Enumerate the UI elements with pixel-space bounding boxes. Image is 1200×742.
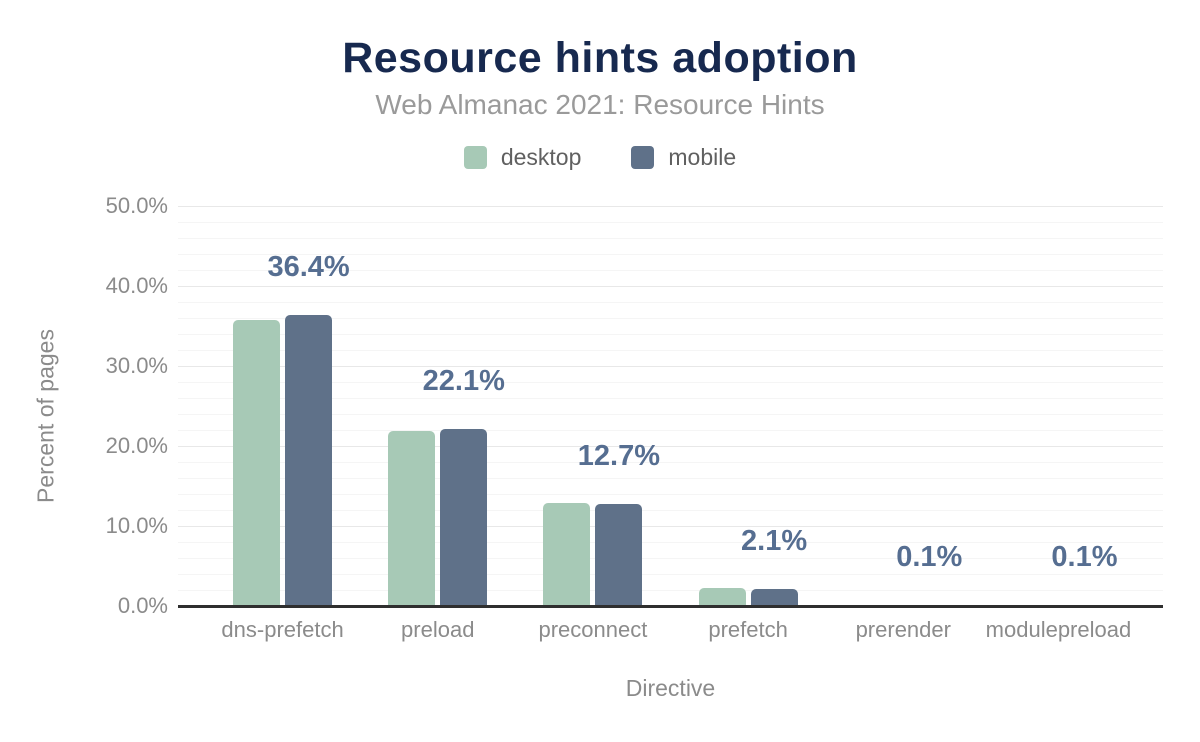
- minor-gridline: [178, 238, 1163, 239]
- minor-gridline: [178, 302, 1163, 303]
- mobile-bar: [595, 504, 643, 606]
- legend-label: mobile: [668, 143, 737, 170]
- minor-gridline: [178, 414, 1163, 415]
- plot-slots: 36.4% dns-prefetch 22.1% preload 12.7% precon…: [178, 206, 1163, 641]
- minor-gridline: [178, 398, 1163, 399]
- desktop-swatch-icon: [463, 145, 487, 169]
- minor-gridline: [178, 574, 1163, 575]
- category-slot-preload: 22.1% preload: [360, 206, 515, 641]
- minor-gridline: [178, 542, 1163, 543]
- mobile-bar: [750, 589, 798, 606]
- minor-gridline: [178, 494, 1163, 495]
- y-tick-label: 40.0%: [105, 273, 168, 298]
- category-label: preload: [401, 617, 475, 642]
- bar-value-label: 12.7%: [577, 440, 661, 473]
- y-tick-label: 30.0%: [105, 353, 168, 378]
- minor-gridline: [178, 558, 1163, 559]
- major-gridline: [178, 206, 1163, 207]
- minor-gridline: [178, 462, 1163, 463]
- major-gridline: [178, 286, 1163, 287]
- minor-gridline: [178, 222, 1163, 223]
- legend: desktop mobile: [0, 144, 1200, 170]
- bar-value-label: 36.4%: [267, 250, 350, 283]
- category-label: prerender: [855, 617, 951, 642]
- chart-title: Resource hints adoption: [342, 34, 858, 82]
- y-tick-label: 0.0%: [117, 593, 168, 618]
- minor-gridline: [178, 382, 1163, 383]
- major-gridline: [178, 366, 1163, 367]
- x-axis-title: Directive: [625, 675, 716, 701]
- minor-gridline: [178, 430, 1163, 431]
- minor-gridline: [178, 318, 1163, 319]
- bar-value-label: 2.1%: [741, 525, 808, 558]
- minor-gridline: [178, 510, 1163, 511]
- y-tick-label: 20.0%: [105, 433, 168, 458]
- minor-gridline: [178, 334, 1163, 335]
- major-gridline: [178, 526, 1163, 527]
- category-slot-preconnect: 12.7% preconnect: [515, 206, 670, 641]
- legend-item-desktop[interactable]: desktop: [463, 143, 582, 170]
- legend-item-mobile[interactable]: mobile: [631, 143, 737, 170]
- category-slot-modulepreload: 0.1% modulepreload: [981, 206, 1136, 641]
- category-slot-dns-prefetch: 36.4% dns-prefetch: [205, 206, 360, 640]
- minor-gridline: [178, 590, 1163, 591]
- category-slot-prerender: 0.1% prerender: [826, 206, 981, 641]
- desktop-bar: [233, 320, 281, 606]
- category-slot-prefetch: 2.1% prefetch: [671, 206, 826, 641]
- chart-subtitle: Web Almanac 2021: Resource Hints: [375, 89, 825, 120]
- x-axis-line: [178, 605, 1163, 608]
- y-tick-label: 50.0%: [105, 193, 168, 218]
- mobile-bar: [285, 314, 333, 606]
- category-label: dns-prefetch: [221, 617, 344, 642]
- minor-gridline: [178, 478, 1163, 479]
- category-label: modulepreload: [985, 617, 1132, 642]
- category-label: preconnect: [538, 617, 648, 642]
- minor-gridline: [178, 350, 1163, 351]
- legend-label: desktop: [500, 143, 582, 170]
- mobile-swatch-icon: [631, 145, 655, 169]
- bar-value-label: 22.1%: [422, 365, 505, 398]
- desktop-bar: [698, 587, 746, 606]
- y-axis: 50.0% 40.0% 30.0% 20.0% 10.0% 0.0%: [0, 193, 168, 618]
- minor-gridline: [178, 270, 1163, 271]
- desktop-bar: [543, 502, 591, 606]
- plot-area: 36.4% dns-prefetch 22.1% preload 12.7% precon…: [178, 206, 1163, 641]
- mobile-bar: [440, 429, 488, 606]
- bar-value-label: 0.1%: [1051, 541, 1118, 574]
- minor-gridline: [178, 254, 1163, 255]
- bar-value-label: 0.1%: [896, 541, 963, 574]
- desktop-bar: [388, 430, 436, 606]
- y-tick-label: 10.0%: [105, 513, 168, 538]
- category-label: prefetch: [708, 617, 788, 642]
- major-gridline: [178, 446, 1163, 447]
